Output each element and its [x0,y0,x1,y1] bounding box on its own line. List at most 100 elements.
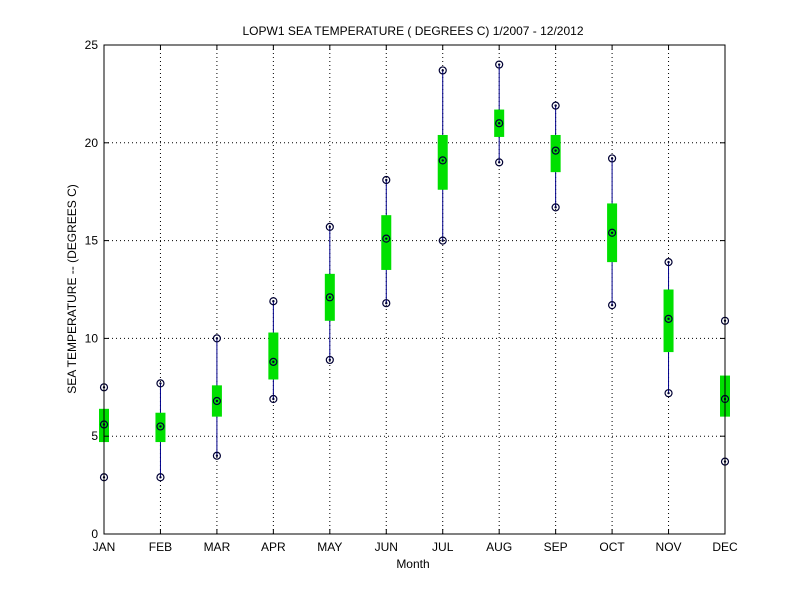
x-tick-label: MAR [204,540,231,554]
box-may [324,222,335,365]
min-marker [438,236,447,245]
max-marker-dot [159,382,162,385]
min-marker [212,451,222,460]
median-marker [438,156,447,165]
max-marker-dot [215,337,219,340]
min-marker-dot [328,358,332,362]
iqr-box [663,289,674,353]
median-marker [325,293,334,302]
max-marker-dot [441,69,444,72]
y-tick-label: 25 [85,38,99,52]
min-marker [325,355,334,365]
x-tick-label: JAN [93,540,116,554]
y-tick-label: 10 [85,331,99,345]
max-marker [269,297,278,306]
y-tick-label: 15 [85,234,99,248]
max-marker [438,66,447,75]
box-mar [211,334,222,460]
min-marker [269,394,278,404]
min-marker-dot [667,391,670,395]
max-marker [495,60,504,69]
x-tick-label: MAY [317,540,342,554]
median-marker-dot [272,360,275,364]
min-marker-dot [610,303,614,307]
median-marker [212,396,222,406]
median-marker [551,146,560,155]
median-marker-dot [159,425,162,428]
y-tick-label: 5 [91,429,98,443]
median-marker [382,234,391,243]
box-jul [437,66,448,245]
max-marker-dot [610,157,614,160]
box-apr [268,297,279,404]
min-marker [495,158,504,167]
max-marker-dot [497,63,501,66]
box-nov [663,258,674,398]
max-marker-dot [554,104,557,107]
median-marker [607,228,617,237]
min-marker-dot [385,301,388,305]
median-marker-dot [667,317,670,321]
median-marker [269,357,278,366]
max-marker [551,101,560,110]
max-marker-dot [667,260,670,264]
y-axis-ticks: 0 5 10 15 20 25 [85,38,725,541]
max-marker-dot [385,178,388,182]
grid-lines [104,45,725,534]
x-tick-label: AUG [486,540,512,554]
median-marker-dot [497,122,501,125]
x-tick-label: OCT [599,540,625,554]
max-marker [664,258,673,267]
min-marker-dot [554,206,557,209]
min-marker-dot [441,239,444,242]
x-tick-label: DEC [712,540,738,554]
min-marker [156,473,165,482]
x-tick-label: APR [261,540,286,554]
box-feb [155,379,166,482]
x-tick-label: FEB [149,540,172,554]
max-marker-dot [272,300,275,303]
max-marker [607,154,617,163]
min-marker-dot [272,397,275,401]
median-marker-dot [610,231,614,234]
max-marker [156,379,165,388]
box-jun [381,175,392,308]
plot-frame [103,44,726,535]
min-marker [607,301,617,310]
max-marker [382,175,391,185]
y-axis-label: SEA TEMPERATURE -- (DEGREES C) [65,184,79,394]
max-marker [325,222,334,232]
max-marker-dot [328,225,332,229]
min-marker [664,389,673,398]
max-marker [212,334,222,343]
x-axis-label: Month [396,557,429,571]
x-axis-ticks: JAN FEB MAR APR MAY JUN JUL AUG SEP OCT NOV DEC [93,45,738,554]
x-tick-label: SEP [544,540,568,554]
median-marker-dot [215,399,219,403]
box-aug [494,60,505,167]
median-marker-dot [328,296,332,299]
median-marker-dot [441,159,444,162]
y-tick-label: 20 [85,136,99,150]
median-marker-dot [385,237,388,240]
min-marker [382,299,391,308]
min-marker [551,203,560,212]
median-marker [664,314,673,323]
chart-title: LOPW1 SEA TEMPERATURE ( DEGREES C) 1/200… [242,24,583,38]
x-tick-label: JUL [432,540,454,554]
x-tick-label: JUN [375,540,398,554]
y-tick-label: 0 [91,527,98,541]
median-marker [495,119,504,128]
iqr-box [268,332,279,380]
min-marker-dot [159,476,162,479]
min-marker-dot [497,161,501,164]
iqr-box [437,134,448,190]
x-tick-label: NOV [656,540,682,554]
box-plots [99,60,730,482]
box-sep [550,101,561,212]
median-marker-dot [554,149,557,152]
box-oct [607,154,618,310]
min-marker-dot [215,454,219,457]
median-marker [156,422,165,431]
